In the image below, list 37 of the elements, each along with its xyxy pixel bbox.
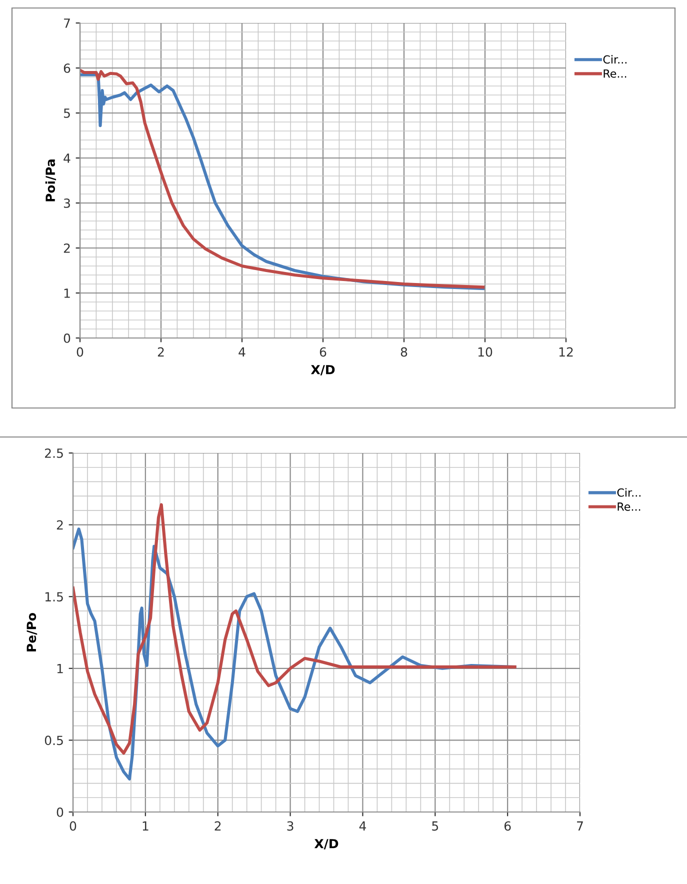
y-tick-label: 6 (64, 63, 70, 73)
y-tick-label: 3 (64, 198, 70, 208)
y-tick-label: 0.5 (44, 736, 63, 746)
y-axis-title: Pe/Po (26, 613, 38, 652)
x-tick-label: 2 (158, 347, 164, 357)
x-tick-label: 12 (559, 347, 573, 357)
y-tick-label: 4 (64, 154, 70, 163)
legend-label: Re... (618, 502, 640, 511)
x-tick-label: 6 (320, 347, 326, 357)
x-tick-label: 2 (214, 821, 221, 831)
x-tick-label: 8 (400, 347, 408, 357)
x-tick-label: 4 (238, 347, 246, 357)
y-tick-label: 2.5 (45, 448, 63, 458)
y-tick-label: 7 (64, 18, 70, 28)
legend-label: Cir... (617, 488, 640, 497)
y-tick-label: 1.5 (45, 592, 63, 602)
y-tick-label: 5 (64, 108, 70, 118)
y-tick-label: 2 (56, 520, 63, 530)
x-axis-title: X/D (314, 839, 338, 850)
x-tick-label: 3 (287, 821, 294, 831)
y-tick-label: 0 (56, 807, 64, 817)
x-tick-label: 0 (76, 347, 84, 357)
x-tick-label: 6 (504, 821, 511, 831)
x-tick-label: 5 (432, 821, 438, 831)
x-tick-label: 7 (577, 821, 583, 831)
x-tick-label: 1 (142, 821, 148, 831)
line-series (73, 503, 516, 755)
y-tick-label: 0 (64, 333, 70, 343)
y-tick-label: 1 (64, 288, 70, 298)
legend-label: Re... (604, 69, 626, 78)
y-tick-label: 1 (57, 664, 63, 674)
x-tick-label: 4 (359, 821, 366, 831)
x-axis-title: X/D (310, 365, 335, 376)
x-tick-label: 10 (478, 347, 492, 357)
legend-label: Cir... (603, 55, 626, 64)
y-tick-label: 2 (64, 243, 70, 253)
y-axis-title: Poi/Pa (45, 160, 56, 202)
